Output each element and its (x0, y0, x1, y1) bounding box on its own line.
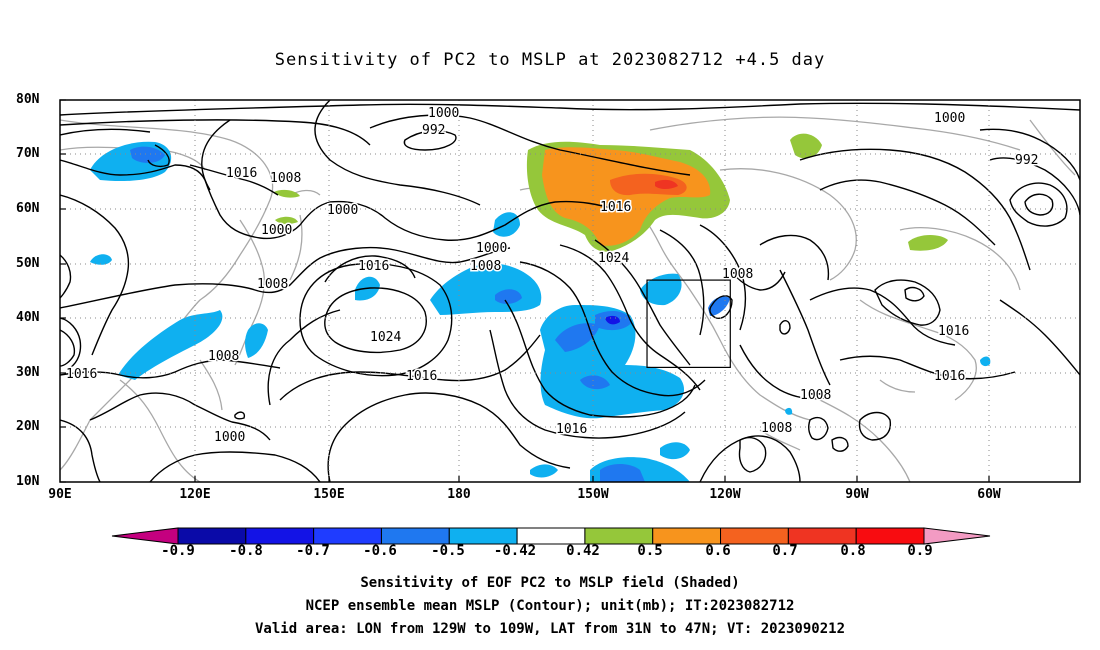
colorbar-low-triangle (111, 527, 179, 545)
colorbar-swatch (516, 527, 586, 545)
contour-label: 1000 (476, 241, 507, 256)
colorbar-swatch (448, 527, 518, 545)
mslp-contours (60, 100, 1080, 482)
lon-label: 180 (447, 487, 471, 502)
colorbar-tick-label: -0.42 (493, 543, 537, 559)
colorbar-tick-label: -0.8 (229, 543, 263, 559)
contour-label: 1008 (722, 267, 753, 282)
contour-label: 1016 (600, 200, 631, 215)
coastlines (60, 116, 1076, 482)
colorbar-swatch (720, 527, 789, 545)
lon-label: 120W (709, 487, 741, 502)
colorbar-tick-label: 0.42 (566, 543, 600, 559)
contour-label: 1008 (208, 349, 239, 364)
colorbar-tick-label: -0.7 (296, 543, 330, 559)
contour-label: 1016 (556, 422, 587, 437)
footer-line-2: NCEP ensemble mean MSLP (Contour); unit(… (305, 598, 795, 614)
contour-label: 1000 (261, 223, 292, 238)
contour-label: 1000 (214, 430, 245, 445)
colorbar-swatch (380, 527, 450, 545)
lon-label: 90E (48, 487, 72, 502)
contour-label: 1000 (327, 203, 358, 218)
colorbar-tick-label: 0.9 (907, 543, 933, 559)
lat-label: 10N (16, 474, 40, 489)
lat-label: 20N (16, 419, 40, 434)
contour-labels: 1000 992 1016 1008 1000 1000 1016 1008 1… (65, 105, 1040, 447)
lon-label: 120E (179, 487, 211, 502)
contour-label: 1016 (938, 324, 969, 339)
colorbar-tick-label: -0.6 (363, 543, 397, 559)
lat-label: 30N (16, 365, 40, 380)
lon-label: 150W (577, 487, 609, 502)
contour-label: 1008 (761, 421, 792, 436)
contour-label: 1016 (226, 166, 257, 181)
colorbar-tick-label: 0.5 (637, 543, 663, 559)
colorbar-tick-label: -0.5 (431, 543, 465, 559)
colorbar-swatch (652, 527, 722, 545)
lat-label: 80N (16, 92, 40, 107)
lon-label: 150E (313, 487, 345, 502)
colorbar-tick-label: 0.8 (840, 543, 866, 559)
colorbar-swatch (855, 527, 925, 545)
contour-label: 992 (1015, 153, 1038, 168)
contour-label: 1000 (934, 111, 965, 126)
contour-label: 1016 (934, 369, 965, 384)
contour-label: 1024 (598, 251, 629, 266)
axis-ticks (60, 99, 990, 483)
colorbar-swatch (245, 527, 315, 545)
colorbar-tick-label: 0.7 (772, 543, 798, 559)
map-frame (59, 99, 1081, 483)
contour-label: 1008 (257, 277, 288, 292)
footer-line-3: Valid area: LON from 129W to 109W, LAT f… (254, 621, 845, 637)
contour-label: 1016 (66, 367, 97, 382)
colorbar-swatch (787, 527, 857, 545)
contour-label: 1016 (358, 259, 389, 274)
colorbar (111, 527, 991, 545)
colorbar-tick-label: 0.6 (705, 543, 731, 559)
lon-label: 60W (977, 487, 1001, 502)
colorbar-high-triangle (923, 527, 991, 545)
contour-label: 1016 (406, 369, 437, 384)
page-title: Sensitivity of PC2 to MSLP at 2023082712… (274, 50, 826, 70)
colorbar-swatch (313, 527, 382, 545)
lat-label: 40N (16, 310, 40, 325)
contour-label: 1008 (800, 388, 831, 403)
footer-line-1: Sensitivity of EOF PC2 to MSLP field (Sh… (360, 575, 740, 591)
lat-label: 60N (16, 201, 40, 216)
colorbar-swatch (177, 527, 247, 545)
lon-label: 90W (845, 487, 869, 502)
contour-label: 1008 (470, 259, 501, 274)
graticule (60, 100, 1080, 482)
colorbar-swatch (584, 527, 654, 545)
contour-label: 1000 (428, 106, 459, 121)
colorbar-tick-label: -0.9 (161, 543, 195, 559)
contour-label: 1008 (270, 171, 301, 186)
contour-label: 992 (422, 123, 445, 138)
contour-label: 1024 (370, 330, 401, 345)
lat-label: 50N (16, 256, 40, 271)
valid-area-box (646, 279, 731, 369)
lat-label: 70N (16, 146, 40, 161)
shading (90, 133, 991, 482)
